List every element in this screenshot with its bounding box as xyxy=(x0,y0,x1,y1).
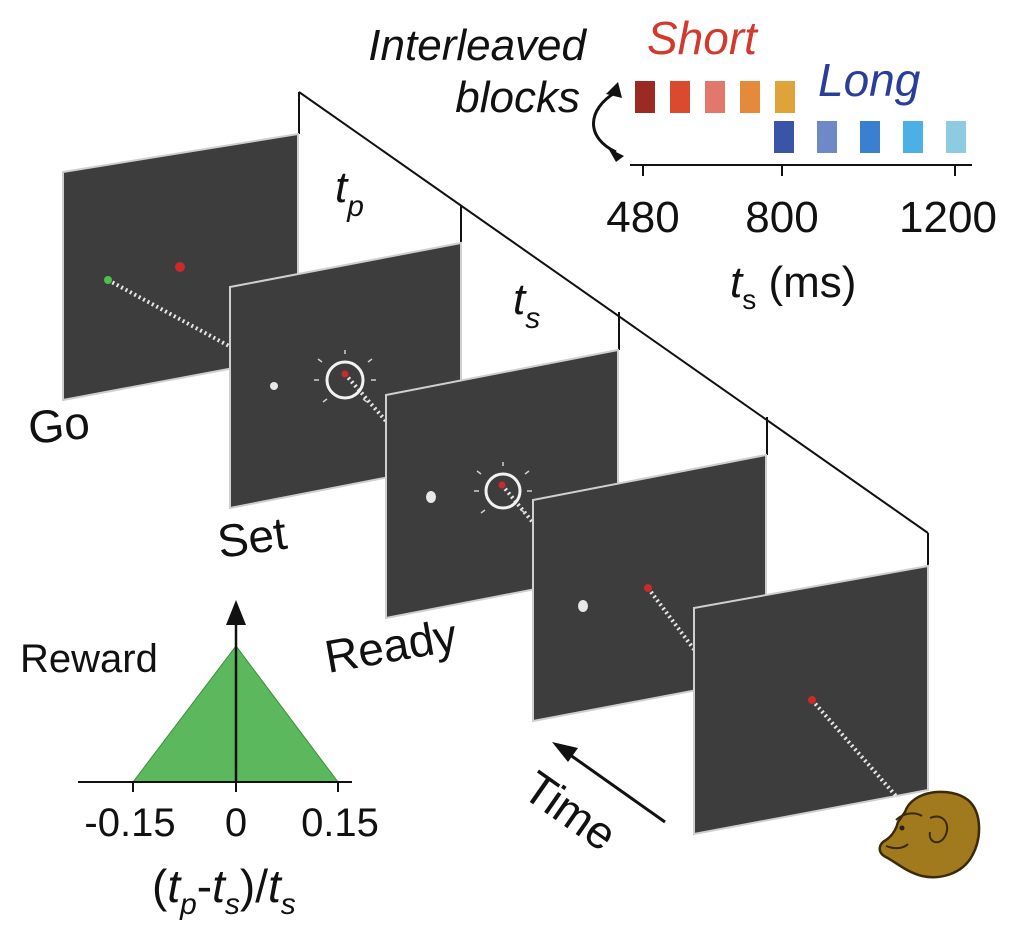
long-label: Long xyxy=(818,54,921,106)
interleaved-blocks-legend: Interleaved blocks Short Long 480 800 12… xyxy=(368,12,997,315)
tp-sub: p xyxy=(346,190,364,223)
panel-set-red-dot xyxy=(341,370,349,378)
reward-ylabel: Reward xyxy=(20,637,158,681)
panel-pre-ready-trace xyxy=(646,586,698,654)
tp-label: tp xyxy=(335,163,364,223)
long-block-square-4 xyxy=(903,121,923,153)
ts-label: ts xyxy=(513,275,540,335)
ts-sub: s xyxy=(525,302,540,335)
reward-tick-label-pos: 0.15 xyxy=(301,801,379,845)
time-arrow xyxy=(552,742,666,824)
reward-tick-label-zero: 0 xyxy=(225,801,247,845)
short-block-square-4 xyxy=(740,81,760,113)
panel-go-trace xyxy=(107,278,241,354)
panel-set-ticks xyxy=(314,350,376,403)
short-block-square-2 xyxy=(670,81,690,113)
blocks-title-line1: Interleaved xyxy=(368,21,587,70)
xlabel-ts-var: t xyxy=(212,860,227,912)
ts-axis-label: ts (ms) xyxy=(730,258,856,315)
panel-ready-circle xyxy=(484,472,522,510)
panel-fixation-red-dot xyxy=(808,696,816,704)
panel-set-trace xyxy=(343,372,394,430)
short-block-square-1 xyxy=(635,81,655,113)
panel-fixation xyxy=(693,564,929,836)
reward-tick-label-neg: -0.15 xyxy=(84,801,175,845)
set-label: Set xyxy=(214,507,290,568)
short-block-square-3 xyxy=(705,81,725,113)
panel-fixation-trace xyxy=(810,698,898,798)
panel-ready-trace xyxy=(500,483,537,527)
xlabel-minus: - xyxy=(197,860,212,912)
ts-var: t xyxy=(513,275,527,324)
panel-set-white-dot xyxy=(270,382,278,390)
reward-plot: Reward -0.15 0 0.15 (tp-ts)/ts xyxy=(20,600,379,921)
xlabel-ts2-var: t xyxy=(268,860,283,912)
xlabel-tp-sub: p xyxy=(179,888,197,921)
reward-y-arrowhead xyxy=(226,600,246,625)
panel-go-red-dot xyxy=(175,262,185,272)
ts-tick-1200: 1200 xyxy=(899,193,997,242)
blocks-title-line2: blocks xyxy=(455,73,580,122)
short-label: Short xyxy=(647,12,759,64)
ready-label: Ready xyxy=(321,609,461,683)
interleave-arrowhead-bottom xyxy=(608,148,624,162)
long-block-squares xyxy=(774,121,966,153)
go-label: Go xyxy=(26,396,92,454)
interleave-arrow xyxy=(592,90,617,154)
tp-var: t xyxy=(335,163,349,212)
xlabel-close: )/ xyxy=(240,860,268,912)
short-block-squares xyxy=(635,81,795,113)
panel-set-circle xyxy=(325,360,365,400)
long-block-square-3 xyxy=(860,121,880,153)
reward-xlabel: (tp-ts)/ts xyxy=(152,860,296,921)
panel-ready-ticks xyxy=(474,462,532,514)
panel-ready-white-dot xyxy=(426,491,436,503)
time-arrowhead xyxy=(552,742,578,762)
ts-axis-sub: s xyxy=(742,284,756,315)
ts-tick-480: 480 xyxy=(606,193,679,242)
panel-pre-ready-white-dot xyxy=(578,600,588,612)
xlabel-ts2-sub: s xyxy=(281,888,296,921)
long-block-square-1 xyxy=(774,121,794,153)
monkey-icon xyxy=(878,790,981,879)
xlabel-tp-var: t xyxy=(167,860,182,912)
long-block-square-5 xyxy=(946,121,966,153)
long-block-square-2 xyxy=(817,121,837,153)
short-block-square-5 xyxy=(775,81,795,113)
ts-axis-var: t xyxy=(730,258,744,307)
ts-axis-unit: (ms) xyxy=(756,258,856,307)
time-label: Time xyxy=(514,761,626,861)
xlabel-ts-sub: s xyxy=(225,888,240,921)
interleave-arrowhead-top xyxy=(606,82,622,98)
ts-tick-800: 800 xyxy=(745,193,818,242)
panel-go-green-dot xyxy=(104,276,112,284)
xlabel-open: ( xyxy=(152,860,168,912)
timeline-outline xyxy=(298,91,929,566)
panel-pre-ready-red-dot xyxy=(644,584,652,592)
panel-ready-red-dot xyxy=(498,481,506,489)
